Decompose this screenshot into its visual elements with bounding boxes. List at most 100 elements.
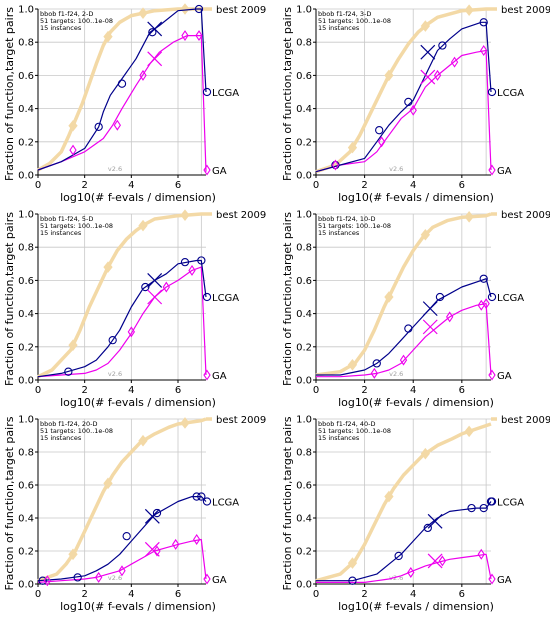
lcga-marker <box>141 282 150 292</box>
best-2009-marker <box>103 30 113 43</box>
best-2009-marker <box>464 211 474 223</box>
lcga-marker <box>435 292 445 302</box>
targets-info: 51 targets: 100..1e-08 <box>318 427 391 435</box>
ga-marker <box>446 311 454 323</box>
legend-lcga: LCGA <box>497 88 524 99</box>
y-tick-label: 0.8 <box>18 38 34 49</box>
x-tick-label: 2 <box>81 589 87 600</box>
x-tick-label: 0 <box>313 180 319 191</box>
lcga-marker <box>375 126 384 135</box>
best-2009-marker <box>138 434 148 447</box>
lcga-cross-marker <box>427 513 443 529</box>
series-line-best-2009 <box>37 212 206 379</box>
x-tick-label: 4 <box>410 180 416 191</box>
ga-marker <box>407 566 415 578</box>
lcga-marker <box>192 492 201 501</box>
x-tick-label: 4 <box>128 589 134 600</box>
y-tick-label: 0.4 <box>296 514 312 525</box>
legend-best-2009: best 2009 <box>501 210 550 221</box>
ga-marker <box>482 298 490 310</box>
legend-best-2009: best 2009 <box>501 5 550 16</box>
y-tick-label: 0.4 <box>18 104 34 115</box>
version-label: v2.6 <box>389 370 403 378</box>
instances-info: 15 instances <box>318 434 360 442</box>
ga-marker <box>43 575 51 587</box>
series-line-best-2009 <box>315 212 492 377</box>
cross-stroke <box>147 51 163 67</box>
best-2009-marker <box>347 358 358 371</box>
x-tick-label: 0 <box>35 180 41 191</box>
lcga-marker <box>479 503 488 513</box>
y-tick-label: 0.0 <box>18 376 34 387</box>
lcga-cross-marker <box>420 44 436 60</box>
lcga-marker <box>348 576 357 585</box>
ga-marker <box>181 30 189 42</box>
y-tick-label: 0.8 <box>296 38 312 49</box>
instances-info: 15 instances <box>318 24 360 32</box>
x-axis-label: log10(# f-evals / dimension) <box>338 396 494 409</box>
x-tick-label: 4 <box>128 385 134 396</box>
ga-marker <box>69 144 77 156</box>
y-tick-label: 1.0 <box>296 5 312 16</box>
x-axis-label: log10(# f-evals / dimension) <box>60 600 216 613</box>
lcga-marker <box>194 4 204 14</box>
y-axis-label: Fraction of function,target pairs <box>3 7 16 181</box>
y-tick-label: 0.6 <box>18 276 34 287</box>
y-tick-label: 0.0 <box>296 376 312 387</box>
series-line-lcga <box>37 259 207 378</box>
lcga-cross-marker <box>147 272 163 288</box>
legend-lcga: LCGA <box>212 293 239 304</box>
ga-marker <box>127 326 135 338</box>
lcga-cross-marker <box>147 21 163 37</box>
cross-stroke <box>147 21 163 37</box>
targets-info: 51 targets: 100..1e-08 <box>40 17 113 25</box>
ga-marker <box>113 119 121 131</box>
legend-best-2009: best 2009 <box>501 415 550 426</box>
y-tick-label: 0.4 <box>296 309 312 320</box>
y-tick-label: 0.2 <box>296 137 312 148</box>
y-tick-label: 0.2 <box>296 547 312 558</box>
ga-marker <box>162 281 170 293</box>
legend-lcga-marker <box>202 292 212 302</box>
x-axis-label: log10(# f-evals / dimension) <box>60 396 216 409</box>
y-tick-label: 0.0 <box>18 171 34 182</box>
cross-stroke <box>420 69 436 85</box>
series-line-ga <box>37 538 207 583</box>
lcga-marker <box>394 551 403 561</box>
best-2009-marker <box>347 557 358 569</box>
x-tick-label: 2 <box>361 180 367 191</box>
version-label: v2.6 <box>108 370 122 378</box>
series-line-lcga <box>315 21 492 173</box>
y-tick-label: 1.0 <box>18 5 34 16</box>
best-2009-marker <box>180 417 190 429</box>
legend-lcga: LCGA <box>212 88 239 99</box>
y-tick-label: 1.0 <box>296 415 312 426</box>
best-2009-marker <box>420 447 431 460</box>
legend-ga-marker <box>203 164 211 176</box>
legend-ga-marker <box>203 369 211 381</box>
lcga-marker <box>117 79 127 88</box>
best-2009-marker <box>103 477 113 490</box>
chart-panel-5: 0 2 4 6 0.0 0.2 0.4 0.6 0.8 1.0 log10(# f-evals / … <box>3 415 266 614</box>
best-2009-marker <box>180 209 190 221</box>
y-tick-label: 0.0 <box>296 171 312 182</box>
targets-info: 51 targets: 100..1e-08 <box>318 17 391 25</box>
version-label: v2.6 <box>108 165 122 173</box>
x-tick-label: 2 <box>361 385 367 396</box>
x-axis-label: log10(# f-evals / dimension) <box>338 191 494 204</box>
ga-marker <box>139 69 147 81</box>
legend-lcga-marker <box>202 497 212 506</box>
best-2009-marker <box>384 490 394 503</box>
best-2009-marker <box>464 425 474 438</box>
best-2009-marker <box>420 20 431 32</box>
series-line-ga <box>315 49 492 173</box>
legend-lcga-marker <box>202 87 212 97</box>
cross-stroke <box>147 272 163 288</box>
version-label: v2.6 <box>389 574 403 582</box>
x-tick-label: 0 <box>35 385 41 396</box>
lcga-marker <box>94 122 103 132</box>
ga-marker <box>377 136 386 148</box>
ga-cross-marker <box>144 541 160 557</box>
lcga-marker <box>152 508 162 518</box>
lcga-marker <box>108 336 117 345</box>
